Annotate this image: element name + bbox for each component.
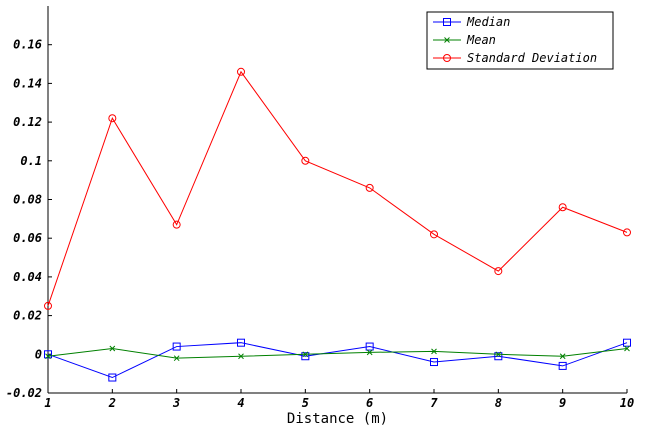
data-point-standard-deviation <box>623 228 631 237</box>
y-tick-label: 0.1 <box>20 154 42 168</box>
data-point-median <box>623 338 631 347</box>
series-line-mean <box>47 347 628 359</box>
data-point-median <box>365 342 374 351</box>
x-tick-label: 8 <box>495 396 502 410</box>
data-point-mean <box>624 345 630 352</box>
x-tick-label: 3 <box>172 396 180 410</box>
x-axis-label: Distance (m) <box>287 411 388 427</box>
data-point-standard-deviation <box>365 183 374 192</box>
x-tick-label: 4 <box>237 396 244 410</box>
legend-label: Standard Deviation <box>467 51 597 65</box>
data-point-mean <box>173 355 180 362</box>
y-tick-label: 0.16 <box>13 38 42 52</box>
x-tick-label: 2 <box>108 396 116 410</box>
data-point-standard-deviation <box>44 301 52 310</box>
data-point-median <box>301 352 310 361</box>
series-standard-deviation <box>44 67 631 310</box>
legend-marker <box>443 18 451 26</box>
data-point-mean <box>559 353 566 360</box>
x-tick-label: 1 <box>44 396 51 410</box>
data-point-standard-deviation <box>172 220 181 229</box>
data-point-standard-deviation <box>430 230 438 239</box>
data-point-standard-deviation <box>494 267 503 276</box>
data-point-mean <box>495 351 502 358</box>
x-tick-label: 10 <box>620 396 634 410</box>
legend-marker <box>443 54 451 62</box>
y-tick-label: 0.14 <box>13 76 42 90</box>
data-point-median <box>172 342 181 351</box>
y-tick-label: 0.08 <box>13 193 42 207</box>
data-point-mean <box>238 353 244 360</box>
data-point-standard-deviation <box>108 114 117 123</box>
series-line-median <box>47 342 628 379</box>
data-point-mean <box>431 348 437 355</box>
data-point-median <box>558 361 567 370</box>
data-point-median <box>237 338 245 347</box>
data-point-median <box>430 358 438 367</box>
series-median <box>44 338 631 382</box>
y-tick-label: 0.06 <box>13 231 42 245</box>
data-point-standard-deviation <box>237 67 245 76</box>
x-tick-label: 6 <box>366 396 373 410</box>
y-tick-label: 0.04 <box>13 270 42 284</box>
axes: 1 2 3 4 5 6 7 8 9 10 -0.02 0 0.02 0.04 0.06 0.08 0.1 0.12… <box>6 6 634 410</box>
legend-item-mean: Mean <box>433 33 496 47</box>
data-point-standard-deviation <box>558 203 567 212</box>
data-point-mean <box>366 349 373 356</box>
data-point-mean <box>302 351 309 358</box>
series-line-standard-deviation <box>47 70 628 307</box>
data-point-mean <box>109 345 116 352</box>
legend-item-median: Median <box>433 15 510 29</box>
data-point-median <box>108 373 117 382</box>
series-group <box>44 67 631 382</box>
legend-marker <box>444 37 450 43</box>
legend-label: Median <box>466 15 510 29</box>
legend-label: Mean <box>466 33 496 47</box>
legend-item-standard-deviation: Standard Deviation <box>433 51 597 65</box>
data-point-mean <box>45 353 51 360</box>
y-tick-label: 0.02 <box>13 309 42 323</box>
legend: Median Mean Standard Deviation <box>426 11 614 70</box>
data-point-median <box>494 352 503 361</box>
series-mean <box>45 345 630 362</box>
x-tick-label: 5 <box>302 396 309 410</box>
data-point-standard-deviation <box>301 156 310 165</box>
data-point-median <box>44 350 52 359</box>
y-tick-label: 0.12 <box>13 115 42 129</box>
y-tick-label: 0 <box>35 347 42 361</box>
x-tick-label: 7 <box>430 396 438 410</box>
y-tick-label: -0.02 <box>6 386 42 400</box>
x-tick-label: 9 <box>559 396 566 410</box>
